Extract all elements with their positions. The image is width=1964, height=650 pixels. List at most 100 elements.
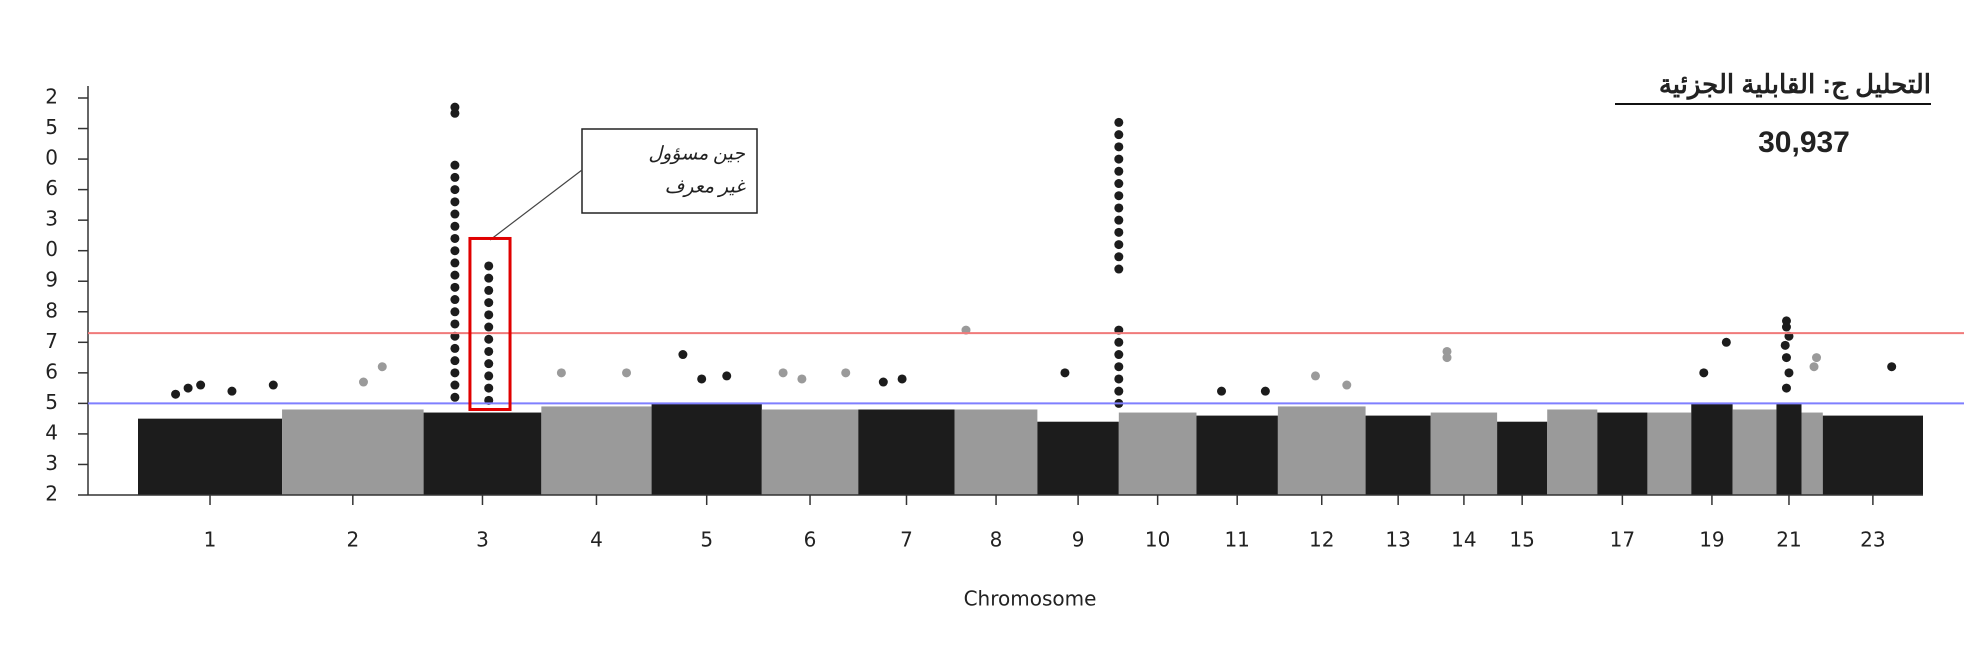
snp-point — [1217, 386, 1227, 396]
chromosome-bulk — [651, 403, 762, 495]
snp-point — [196, 380, 206, 390]
y-tick-label: 4 — [45, 420, 58, 444]
y-tick-label: 8 — [45, 298, 58, 322]
snp-point — [450, 307, 460, 317]
chromosome-bulk — [423, 412, 542, 495]
snp-point — [1887, 362, 1897, 372]
chromosome-bulk — [1497, 421, 1548, 495]
chromosome-bulk — [954, 409, 1038, 495]
x-tick-label: 23 — [1860, 528, 1885, 552]
y-tick-label: 2 — [45, 482, 58, 506]
snp-point — [1114, 264, 1124, 274]
snp-point — [1114, 337, 1124, 347]
chromosome-bulk — [282, 409, 424, 495]
snp-point — [622, 368, 632, 378]
y-tick-label: 6 — [45, 359, 58, 383]
snp-point — [484, 383, 494, 393]
snp-point — [556, 368, 566, 378]
chromosome-bulk — [1801, 412, 1823, 495]
snp-point — [1442, 353, 1452, 363]
x-tick-label: 10 — [1145, 528, 1170, 552]
snp-point — [450, 258, 460, 268]
snp-point — [778, 368, 788, 378]
y-tick-label: 0 — [45, 146, 58, 170]
snp-point — [1114, 227, 1124, 237]
snp-point — [450, 343, 460, 353]
chromosome-bulk — [1196, 415, 1278, 495]
y-tick-label: 5 — [45, 390, 58, 414]
chromosome-bulk — [1037, 421, 1119, 495]
snp-point — [450, 246, 460, 256]
y-tick-label: 6 — [45, 176, 58, 200]
snp-point — [450, 185, 460, 195]
snp-point — [268, 380, 278, 390]
snp-point — [358, 377, 368, 387]
snp-point — [377, 362, 387, 372]
snp-point — [484, 359, 494, 369]
snp-point — [484, 322, 494, 332]
snp-point — [450, 295, 460, 305]
snp-point — [450, 282, 460, 292]
x-tick-label: 12 — [1309, 528, 1334, 552]
snp-point — [450, 319, 460, 329]
x-tick-label: 8 — [990, 528, 1003, 552]
snp-point — [897, 374, 907, 384]
chromosome-bulk — [1732, 409, 1777, 495]
snp-point — [1784, 368, 1794, 378]
chromosome-bulk — [1776, 403, 1802, 495]
snp-point — [1114, 252, 1124, 262]
x-tick-label: 11 — [1224, 528, 1249, 552]
y-tick-label: 3 — [45, 451, 58, 475]
snp-point — [1260, 386, 1270, 396]
x-tick-label: 21 — [1776, 528, 1801, 552]
snp-point — [722, 371, 732, 381]
snp-point — [1114, 215, 1124, 225]
snp-point — [1812, 353, 1822, 363]
snp-point — [1114, 240, 1124, 250]
snp-point — [450, 197, 460, 207]
chromosome-bulk — [1365, 415, 1431, 495]
snp-point — [450, 392, 460, 402]
snp-point — [484, 285, 494, 295]
snp-point — [841, 368, 851, 378]
snp-point — [1114, 362, 1124, 372]
snp-point — [450, 108, 460, 118]
snp-point — [1114, 203, 1124, 213]
snp-point — [1114, 154, 1124, 164]
snp-point — [1809, 362, 1819, 372]
chromosome-bulk — [138, 418, 283, 495]
snp-point — [484, 261, 494, 271]
chart-subtitle: 30,937 — [1758, 126, 1850, 159]
x-tick-label: 3 — [476, 528, 489, 552]
snp-point — [450, 160, 460, 170]
snp-point — [484, 346, 494, 356]
snp-point — [484, 334, 494, 344]
chromosome-bulk — [1822, 415, 1923, 495]
chromosome-bulk — [1430, 412, 1498, 495]
snp-point — [1342, 380, 1352, 390]
chromosome-bulk — [1118, 412, 1197, 495]
snp-point — [171, 389, 181, 399]
x-tick-label: 17 — [1610, 528, 1635, 552]
snp-point — [1114, 179, 1124, 189]
snp-point — [450, 356, 460, 366]
callout-text: جين مسؤول — [648, 143, 745, 164]
y-tick-label: 5 — [45, 115, 58, 139]
snp-point — [450, 233, 460, 243]
snp-point — [183, 383, 193, 393]
snp-point — [1781, 322, 1791, 332]
snp-point — [1114, 130, 1124, 140]
snp-point — [1114, 166, 1124, 176]
snp-point — [1699, 368, 1709, 378]
snp-point — [484, 371, 494, 381]
snp-point — [1721, 337, 1731, 347]
callout-text: غير معرف — [665, 176, 746, 197]
snp-point — [697, 374, 707, 384]
y-tick-label: 9 — [45, 268, 58, 292]
x-tick-label: 19 — [1699, 528, 1724, 552]
snp-point — [450, 270, 460, 280]
x-axis-label: Chromosome — [964, 587, 1097, 611]
x-tick-label: 9 — [1072, 528, 1085, 552]
snp-point — [1781, 383, 1791, 393]
